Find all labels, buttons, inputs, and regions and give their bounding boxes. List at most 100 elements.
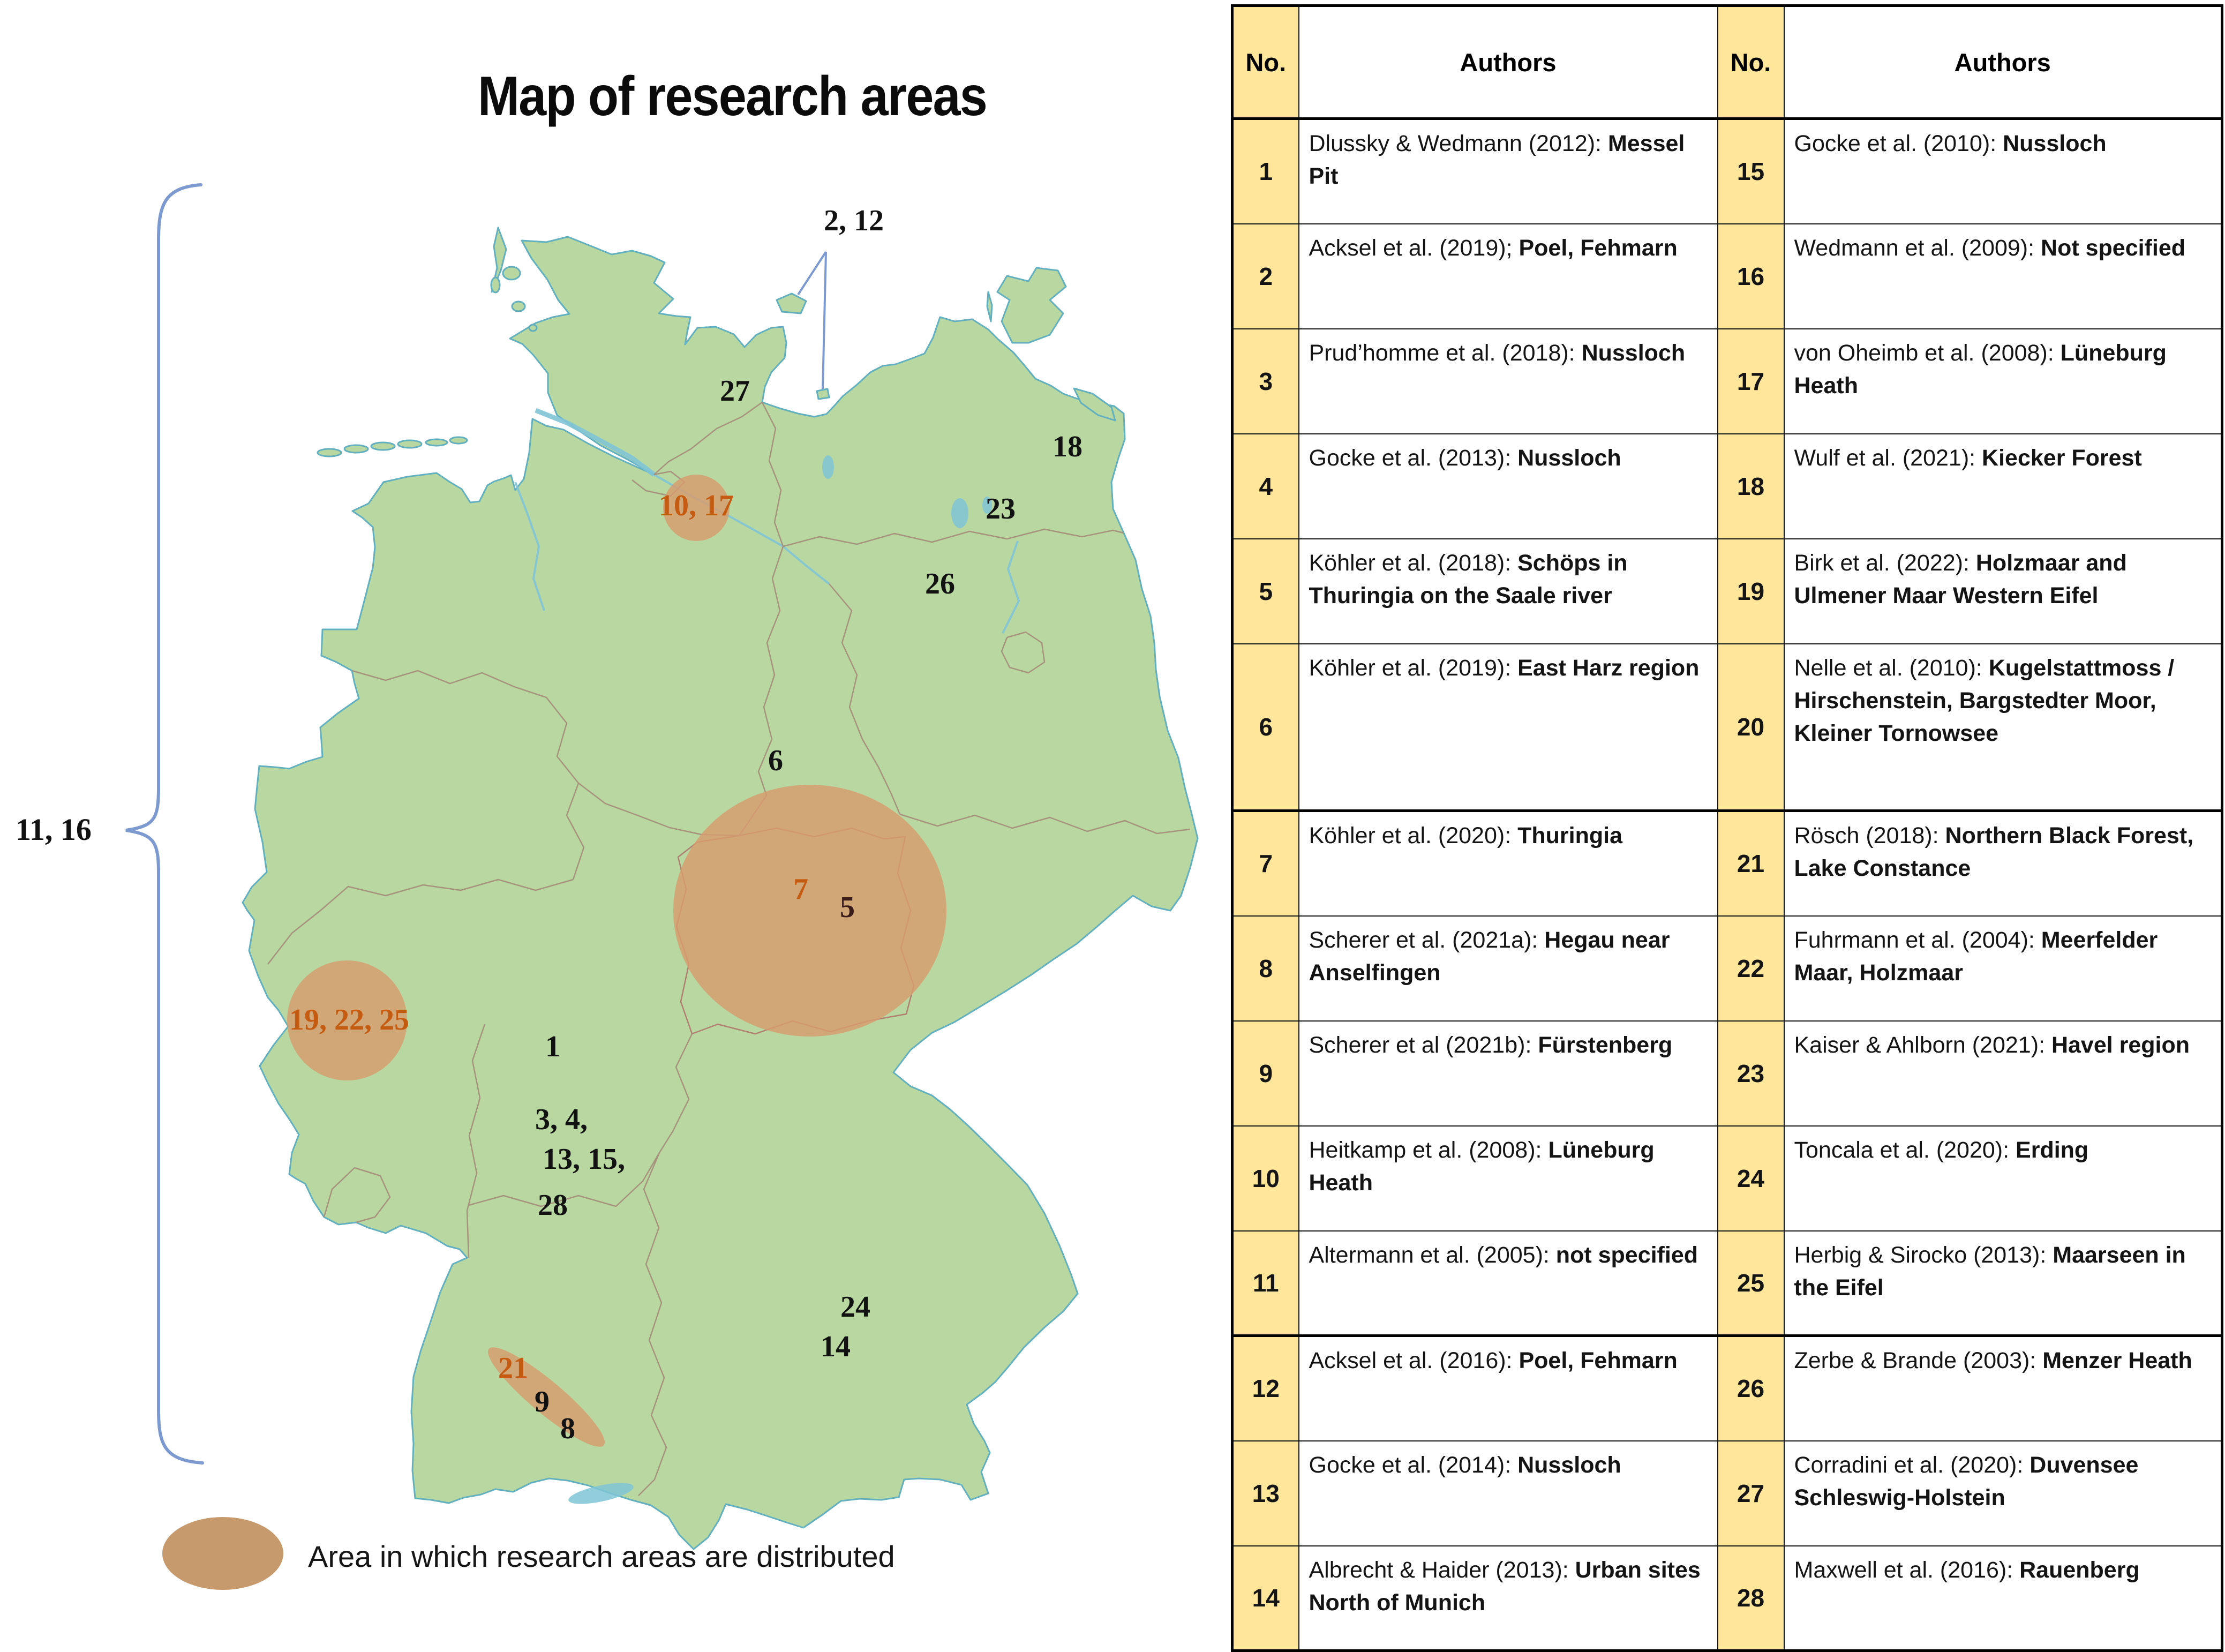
site-name-text: Poel, Fehmarn: [1519, 1348, 1678, 1373]
map-area-label: 10, 17: [659, 489, 734, 522]
authors-cell: Toncala et al. (2020): Erding: [1783, 1125, 2223, 1232]
authors-cell: Herbig & Sirocko (2013): Maarseen in the…: [1783, 1230, 2223, 1336]
east-frisian-island: [425, 438, 448, 447]
research-area-eifel: [287, 960, 407, 1080]
map-area-label: 5: [840, 891, 855, 924]
row-number-cell: 14: [1231, 1545, 1299, 1651]
hiddensee-island: [986, 291, 993, 322]
state-border: [761, 402, 784, 547]
lake-constance: [568, 1483, 634, 1504]
state-border: [658, 1033, 693, 1153]
site-name-text: Hegau near Anselfingen: [1309, 927, 1670, 986]
state-border: [351, 670, 585, 880]
authors-cell: Albrecht & Haider (2013): Urban sites No…: [1298, 1545, 1718, 1651]
row-number-cell: 25: [1717, 1230, 1785, 1336]
row-number-cell: 24: [1717, 1125, 1785, 1232]
legend-label: Area in which research areas are distrib…: [308, 1540, 895, 1573]
bracket-11-16: [125, 183, 204, 1465]
site-name-text: Nussloch: [1517, 1452, 1621, 1478]
citation-text: Scherer et al. (2021a):: [1309, 927, 1545, 953]
foehr-island: [502, 266, 521, 281]
citation-text: Dlussky & Wedmann (2012):: [1309, 131, 1608, 156]
citation-text: Wedmann et al. (2009):: [1794, 235, 2041, 261]
row-number-cell: 9: [1231, 1020, 1299, 1127]
state-borders-group: [267, 401, 1191, 1496]
research-area-thuringia: [673, 785, 946, 1037]
site-name-text: Duvensee Schleswig-Holstein: [1794, 1452, 2139, 1511]
fehmarn-island: [776, 292, 807, 314]
citation-text: Köhler et al. (2019):: [1309, 655, 1518, 681]
row-number-cell: 2: [1231, 223, 1299, 329]
row-number-cell: 1: [1231, 118, 1299, 224]
havel-river: [1002, 540, 1020, 634]
ruegen-island: [996, 267, 1067, 344]
citation-text: Altermann et al. (2005):: [1309, 1242, 1556, 1268]
row-number-cell: 6: [1231, 643, 1299, 812]
pellworm-island: [511, 301, 526, 312]
authors-cell: Scherer et al (2021b): Fürstenberg: [1298, 1020, 1718, 1127]
usedom-island: [1073, 387, 1116, 422]
state-border: [829, 583, 901, 815]
row-number-cell: 13: [1231, 1440, 1299, 1546]
hallig-island: [528, 324, 538, 332]
table-row: 1 Dlussky & Wedmann (2012): Messel Pit 15 G…: [1231, 118, 2223, 224]
table-row: 11 Altermann et al. (2005): not specified…: [1231, 1230, 2223, 1336]
citation-text: Wulf et al. (2021):: [1794, 445, 1982, 471]
site-name-text: Lüneburg Heath: [1309, 1137, 1655, 1196]
table-row: 3 Prud’homme et al. (2018): Nussloch 17 von…: [1231, 328, 2223, 434]
table-row: 5 Köhler et al. (2018): Schöps in Thuring…: [1231, 538, 2223, 644]
authors-cell: Heitkamp et al. (2008): Lüneburg Heath: [1298, 1125, 1718, 1232]
table-row: 10 Heitkamp et al. (2008): Lüneburg Heath…: [1231, 1125, 2223, 1232]
map-area-label: 8: [560, 1412, 575, 1445]
citation-text: Corradini et al. (2020):: [1794, 1452, 2030, 1478]
citation-text: Herbig & Sirocko (2013):: [1794, 1242, 2053, 1268]
row-number-cell: 23: [1717, 1020, 1785, 1127]
site-name-text: Maarseen in the Eifel: [1794, 1242, 2186, 1301]
map-legend: Area in which research areas are distrib…: [162, 1517, 895, 1590]
saarland-border: [323, 1167, 391, 1223]
east-frisian-island: [370, 441, 396, 451]
citation-text: Köhler et al. (2020):: [1309, 823, 1518, 848]
table-row: 2 Acksel et al. (2019); Poel, Fehmarn 16 We…: [1231, 223, 2223, 329]
authors-table-panel: No. Authors No. Authors 1 Dlussky & Wedma…: [1231, 4, 2223, 1652]
authors-cell: Fuhrmann et al. (2004): Meerfelder Maar,…: [1783, 915, 2223, 1022]
row-number-cell: 3: [1231, 328, 1299, 434]
citation-text: Rösch (2018):: [1794, 823, 1945, 848]
authors-cell: Acksel et al. (2019); Poel, Fehmarn: [1298, 223, 1718, 329]
authors-cell: Köhler et al. (2018): Schöps in Thuringi…: [1298, 538, 1718, 644]
research-area-black-forest: [488, 1347, 605, 1447]
map-area-label: 1: [545, 1030, 560, 1063]
state-border: [468, 1152, 660, 1207]
east-frisian-island: [317, 448, 342, 457]
site-name-text: Poel, Fehmarn: [1519, 235, 1678, 261]
authors-cell: Dlussky & Wedmann (2012): Messel Pit: [1298, 118, 1718, 224]
map-area-label: 2, 12: [824, 204, 884, 237]
site-name-text: Erding: [2016, 1137, 2089, 1163]
authors-cell: Nelle et al. (2010): Kugelstattmoss / Hi…: [1783, 643, 2223, 812]
row-number-cell: 8: [1231, 915, 1299, 1022]
site-name-text: Nussloch: [2003, 131, 2107, 156]
site-name-text: Havel region: [2051, 1032, 2190, 1058]
research-area-lueneburg: [663, 475, 730, 541]
map-area-label: 13, 15,: [543, 1143, 625, 1176]
row-number-cell: 19: [1717, 538, 1785, 644]
plauer-lake: [982, 497, 992, 514]
authors-cell: Rösch (2018): Northern Black Forest, Lak…: [1783, 809, 2223, 917]
map-area-label: 18: [1053, 430, 1083, 463]
amrum-island: [490, 276, 501, 294]
row-number-cell: 26: [1717, 1334, 1785, 1441]
authors-cell: von Oheimb et al. (2008): Lüneburg Heath: [1783, 328, 2223, 434]
map-area-label: 9: [535, 1385, 550, 1418]
bracket-label: 11, 16: [16, 812, 92, 847]
site-name-text: Messel Pit: [1309, 131, 1685, 190]
row-number-cell: 22: [1717, 915, 1785, 1022]
map-area-label: 27: [720, 374, 750, 408]
table-row: 14 Albrecht & Haider (2013): Urban sites …: [1231, 1545, 2223, 1651]
map-area-label: 24: [840, 1290, 870, 1324]
table-header-authors: Authors: [1298, 5, 1718, 120]
row-number-cell: 12: [1231, 1334, 1299, 1441]
citation-text: Toncala et al. (2020):: [1794, 1137, 2016, 1163]
site-name-text: Fürstenberg: [1538, 1032, 1673, 1058]
map-panel: Map of research areas 11, 16: [16, 65, 1199, 1590]
row-number-cell: 28: [1717, 1545, 1785, 1651]
